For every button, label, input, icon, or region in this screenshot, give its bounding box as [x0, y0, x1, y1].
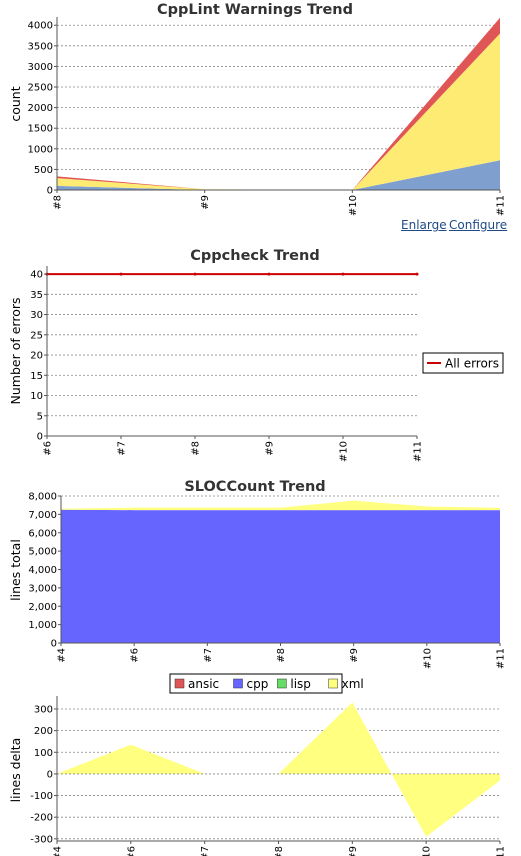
- data-point: [341, 272, 345, 276]
- x-tick-label: #6: [130, 648, 141, 663]
- y-tick-label: 2000: [28, 103, 53, 114]
- x-tick-label: #6: [126, 846, 137, 856]
- legend: All errors: [422, 352, 504, 374]
- data-point: [193, 272, 197, 276]
- x-tick-label: #7: [203, 648, 214, 663]
- x-tick-label: #6: [43, 441, 54, 456]
- y-tick-label: 500: [34, 165, 53, 176]
- x-tick-label: #8: [274, 846, 285, 856]
- series-area-blue: [57, 160, 500, 190]
- legend-label-cpp: cpp: [247, 677, 269, 691]
- x-tick-label: #4: [57, 648, 68, 663]
- y-tick-label: 300: [34, 704, 53, 715]
- y-tick-label: 4,000: [28, 565, 57, 576]
- series-area-xml: [61, 500, 500, 511]
- y-tick-label: 1,000: [28, 620, 57, 631]
- y-tick-label: 30: [30, 310, 43, 321]
- x-tick-label: #9: [349, 648, 360, 663]
- y-tick-label: -200: [30, 813, 53, 824]
- y-tick-label: -100: [30, 791, 53, 802]
- y-tick-label: 1500: [28, 124, 53, 135]
- y-tick-label: 100: [34, 748, 53, 759]
- x-tick-label: #10: [348, 195, 359, 216]
- y-tick-label: 15: [30, 371, 43, 382]
- legend-label-xml: xml: [342, 677, 364, 691]
- y-tick-label: 1000: [28, 144, 53, 155]
- x-tick-label: #11: [413, 441, 424, 462]
- y-tick-label: -300: [30, 834, 53, 845]
- y-tick-label: 2,000: [28, 602, 57, 613]
- y-tick-label: 0: [47, 769, 53, 780]
- x-tick-label: #9: [265, 441, 276, 456]
- data-point: [415, 272, 419, 276]
- series-area-xml: [57, 702, 500, 837]
- legend-box: [169, 673, 343, 694]
- legend-swatch-lisp: [277, 678, 287, 689]
- x-tick-label: #7: [200, 846, 211, 856]
- y-tick-label: 200: [34, 726, 53, 737]
- x-tick-label: #11: [496, 648, 507, 669]
- legend-swatch-cpp: [233, 678, 243, 689]
- x-tick-label: #11: [496, 195, 507, 216]
- y-tick-label: 7,000: [28, 510, 57, 521]
- legend-label-lisp: lisp: [290, 677, 311, 691]
- legend-label: All errors: [445, 357, 499, 371]
- chart-1: CppLint Warnings Trend 0 500 1000 1500 2000 25…: [8, 2, 507, 216]
- series-area-cpp: [61, 509, 500, 643]
- x-tick-label: #8: [53, 195, 64, 210]
- x-tick-label: 10: [422, 846, 433, 856]
- x-tick-label: #10: [339, 441, 350, 462]
- x-tick-label: #4: [53, 846, 64, 856]
- y-tick-label: 6,000: [28, 528, 57, 539]
- chart-4: -300 -200 -100 0 100 200 300 #4 #6 #7 #8 #9 10 #11 lin…: [8, 696, 507, 856]
- x-tick-label: #10: [422, 648, 433, 669]
- x-tick-label: #8: [276, 648, 287, 663]
- data-point: [119, 272, 123, 276]
- series-area-red: [57, 17, 500, 190]
- y-tick-label: 40: [30, 270, 43, 281]
- y-tick-label: 3,000: [28, 583, 57, 594]
- y-tick-label: 0: [51, 639, 57, 650]
- y-tick-label: 2500: [28, 83, 53, 94]
- y-tick-label: 8,000: [28, 492, 57, 503]
- enlarge-link[interactable]: Enlarge: [401, 218, 447, 232]
- legend: ansic cpp lisp xml: [169, 673, 364, 694]
- y-tick-label: 0: [37, 432, 43, 443]
- x-tick-label: #9: [348, 846, 359, 856]
- y-tick-label: 5: [37, 411, 43, 422]
- x-tick-label: #9: [200, 195, 211, 210]
- chart-title: Cppcheck Trend: [190, 248, 319, 264]
- x-tick-label: #7: [117, 441, 128, 456]
- y-axis-label: count: [8, 86, 23, 121]
- x-tick-label: #8: [191, 441, 202, 456]
- y-tick-label: 5,000: [28, 547, 57, 558]
- chart-3: SLOCCount Trend 0 1,000 2,000 3,000 4,000 5,00…: [8, 479, 507, 694]
- y-tick-label: 3000: [28, 62, 53, 73]
- configure-link[interactable]: Configure: [449, 218, 508, 232]
- legend-swatch-ansic: [174, 678, 185, 689]
- chart-title: CppLint Warnings Trend: [157, 2, 353, 18]
- y-tick-label: 20: [30, 351, 43, 362]
- x-tick-label: #11: [496, 846, 507, 856]
- y-tick-label: 25: [30, 330, 43, 341]
- legend-swatch-xml: [328, 678, 338, 689]
- data-point: [267, 272, 271, 276]
- y-tick-label: 35: [30, 290, 43, 301]
- series-area-yellow: [57, 33, 500, 190]
- y-tick-label: 3500: [28, 41, 53, 52]
- chart-2: Cppcheck Trend 0 5 10 15 20 25 30 35 40 #6 #7 #8 #9 #1…: [8, 248, 504, 462]
- y-tick-label: 0: [47, 186, 53, 197]
- legend-label-ansic: ansic: [188, 677, 219, 691]
- y-axis-label: lines total: [8, 539, 23, 601]
- legend-box: [422, 352, 504, 374]
- y-tick-label: 10: [30, 391, 43, 402]
- y-tick-label: 4000: [28, 21, 53, 32]
- chart-title: SLOCCount Trend: [184, 479, 325, 495]
- y-axis-label: Number of errors: [8, 298, 23, 405]
- y-axis-label: lines delta: [8, 738, 23, 803]
